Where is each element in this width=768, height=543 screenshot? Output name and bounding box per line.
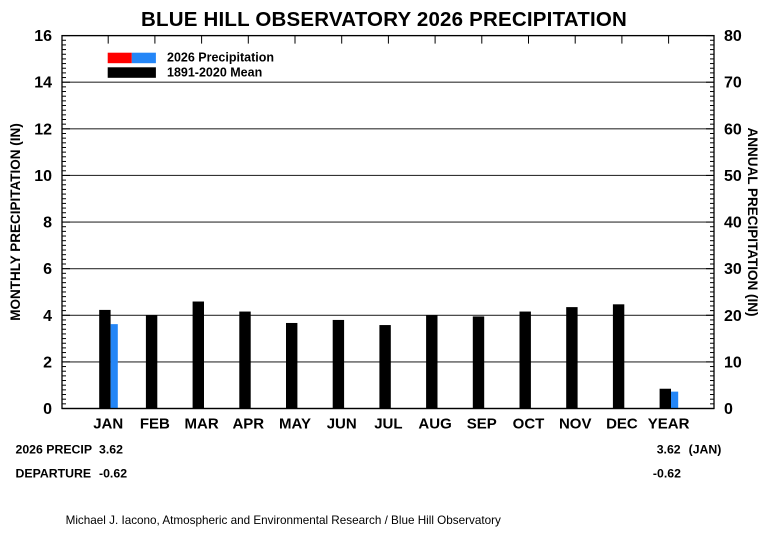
svg-text:(JAN): (JAN) bbox=[689, 443, 722, 457]
svg-text:2: 2 bbox=[43, 354, 52, 371]
svg-text:14: 14 bbox=[34, 75, 52, 92]
svg-text:MAR: MAR bbox=[185, 416, 219, 433]
svg-text:50: 50 bbox=[724, 168, 742, 185]
svg-text:10: 10 bbox=[724, 354, 742, 371]
svg-text:OCT: OCT bbox=[513, 416, 545, 433]
svg-text:30: 30 bbox=[724, 261, 742, 278]
svg-text:DEPARTURE: DEPARTURE bbox=[16, 466, 92, 480]
svg-text:10: 10 bbox=[34, 168, 52, 185]
svg-text:8: 8 bbox=[43, 215, 52, 232]
svg-text:3.62: 3.62 bbox=[657, 443, 681, 457]
svg-text:JUN: JUN bbox=[327, 416, 357, 433]
svg-text:4: 4 bbox=[43, 308, 52, 325]
svg-text:70: 70 bbox=[724, 75, 742, 92]
svg-text:2026 PRECIP: 2026 PRECIP bbox=[16, 443, 93, 457]
svg-text:JUL: JUL bbox=[374, 416, 402, 433]
svg-text:BLUE HILL OBSERVATORY 2026 PRE: BLUE HILL OBSERVATORY 2026 PRECIPITATION bbox=[141, 8, 627, 31]
svg-text:20: 20 bbox=[724, 308, 742, 325]
svg-text:MONTHLY PRECIPITATION (IN): MONTHLY PRECIPITATION (IN) bbox=[8, 123, 23, 321]
svg-text:YEAR: YEAR bbox=[648, 416, 690, 433]
svg-text:ANNUAL PRECIPITATION (IN): ANNUAL PRECIPITATION (IN) bbox=[745, 128, 760, 317]
svg-text:JAN: JAN bbox=[93, 416, 123, 433]
svg-text:6: 6 bbox=[43, 261, 52, 278]
svg-text:MAY: MAY bbox=[279, 416, 311, 433]
svg-text:12: 12 bbox=[34, 121, 52, 138]
svg-text:40: 40 bbox=[724, 215, 742, 232]
svg-text:2026 Precipitation: 2026 Precipitation bbox=[167, 51, 274, 65]
svg-text:Michael J. Iacono, Atmospheric: Michael J. Iacono, Atmospheric and Envir… bbox=[66, 514, 501, 527]
svg-text:APR: APR bbox=[232, 416, 264, 433]
svg-text:0: 0 bbox=[43, 401, 52, 418]
svg-text:0: 0 bbox=[724, 401, 733, 418]
svg-text:NOV: NOV bbox=[559, 416, 592, 433]
svg-text:AUG: AUG bbox=[418, 416, 451, 433]
svg-text:DEC: DEC bbox=[606, 416, 638, 433]
svg-text:16: 16 bbox=[34, 28, 52, 45]
svg-text:3.62: 3.62 bbox=[99, 443, 123, 457]
svg-text:SEP: SEP bbox=[467, 416, 497, 433]
svg-text:-0.62: -0.62 bbox=[653, 466, 681, 480]
svg-text:60: 60 bbox=[724, 121, 742, 138]
svg-text:FEB: FEB bbox=[140, 416, 170, 433]
svg-text:80: 80 bbox=[724, 28, 742, 45]
svg-text:-0.62: -0.62 bbox=[99, 466, 127, 480]
svg-text:1891-2020 Mean: 1891-2020 Mean bbox=[167, 65, 262, 79]
